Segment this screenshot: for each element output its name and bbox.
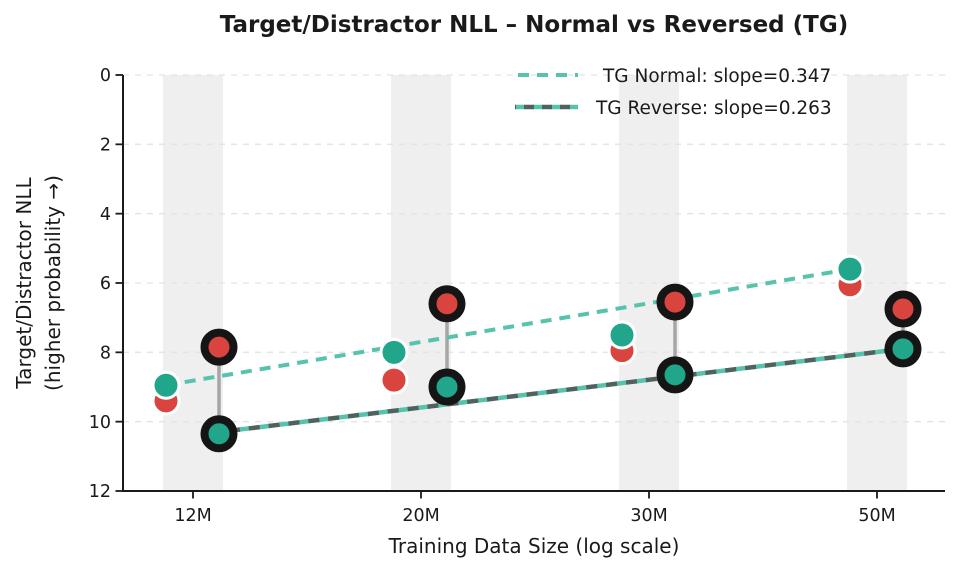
x-tick-label: 20M xyxy=(402,506,439,526)
marker-reverse-red xyxy=(884,290,922,328)
x-tick-label: 50M xyxy=(858,506,895,526)
marker-reverse-red xyxy=(656,283,694,321)
y-tick-label: 0 xyxy=(100,66,111,86)
marker-normal-red xyxy=(379,365,409,395)
y-tick-label: 2 xyxy=(100,136,111,156)
marker-reverse-teal xyxy=(656,356,694,394)
marker-normal-teal xyxy=(607,320,637,350)
legend: TG Normal: slope=0.347 TG Reverse: slope… xyxy=(515,66,832,119)
legend-label-reverse: TG Reverse: slope=0.263 xyxy=(595,98,832,119)
trend-line-reverse-teal xyxy=(218,346,904,435)
y-tick-label: 8 xyxy=(100,344,111,364)
y-tick-label: 10 xyxy=(89,413,111,433)
y-tick-label: 4 xyxy=(100,205,111,225)
x-tick-label: 12M xyxy=(174,506,211,526)
axes xyxy=(115,74,945,499)
marker-normal-teal xyxy=(835,254,865,284)
y-tick-label: 6 xyxy=(100,274,111,294)
marker-reverse-teal xyxy=(428,368,466,406)
marker-normal-teal xyxy=(379,337,409,367)
marker-reverse-teal xyxy=(200,415,238,453)
tick-labels: 12M 20M 30M 50M 0 2 4 6 8 10 12 xyxy=(89,66,896,526)
legend-label-normal: TG Normal: slope=0.347 xyxy=(602,66,831,87)
y-axis-label-line2: (higher probability →) xyxy=(41,175,65,391)
x-tick-label: 30M xyxy=(630,506,667,526)
x-axis-label: Training Data Size (log scale) xyxy=(388,534,680,558)
marker-reverse-red xyxy=(200,328,238,366)
trend-line-normal xyxy=(165,267,851,388)
trend-line-reverse-dark xyxy=(218,346,904,435)
y-axis-label-line1: Target/Distractor NLL xyxy=(12,177,36,390)
marker-normal-teal xyxy=(151,370,181,400)
data-layer xyxy=(151,254,922,453)
marker-reverse-red xyxy=(428,285,466,323)
chart-title: Target/Distractor NLL – Normal vs Revers… xyxy=(220,12,848,38)
marker-reverse-teal xyxy=(884,330,922,368)
y-tick-label: 12 xyxy=(89,482,111,502)
